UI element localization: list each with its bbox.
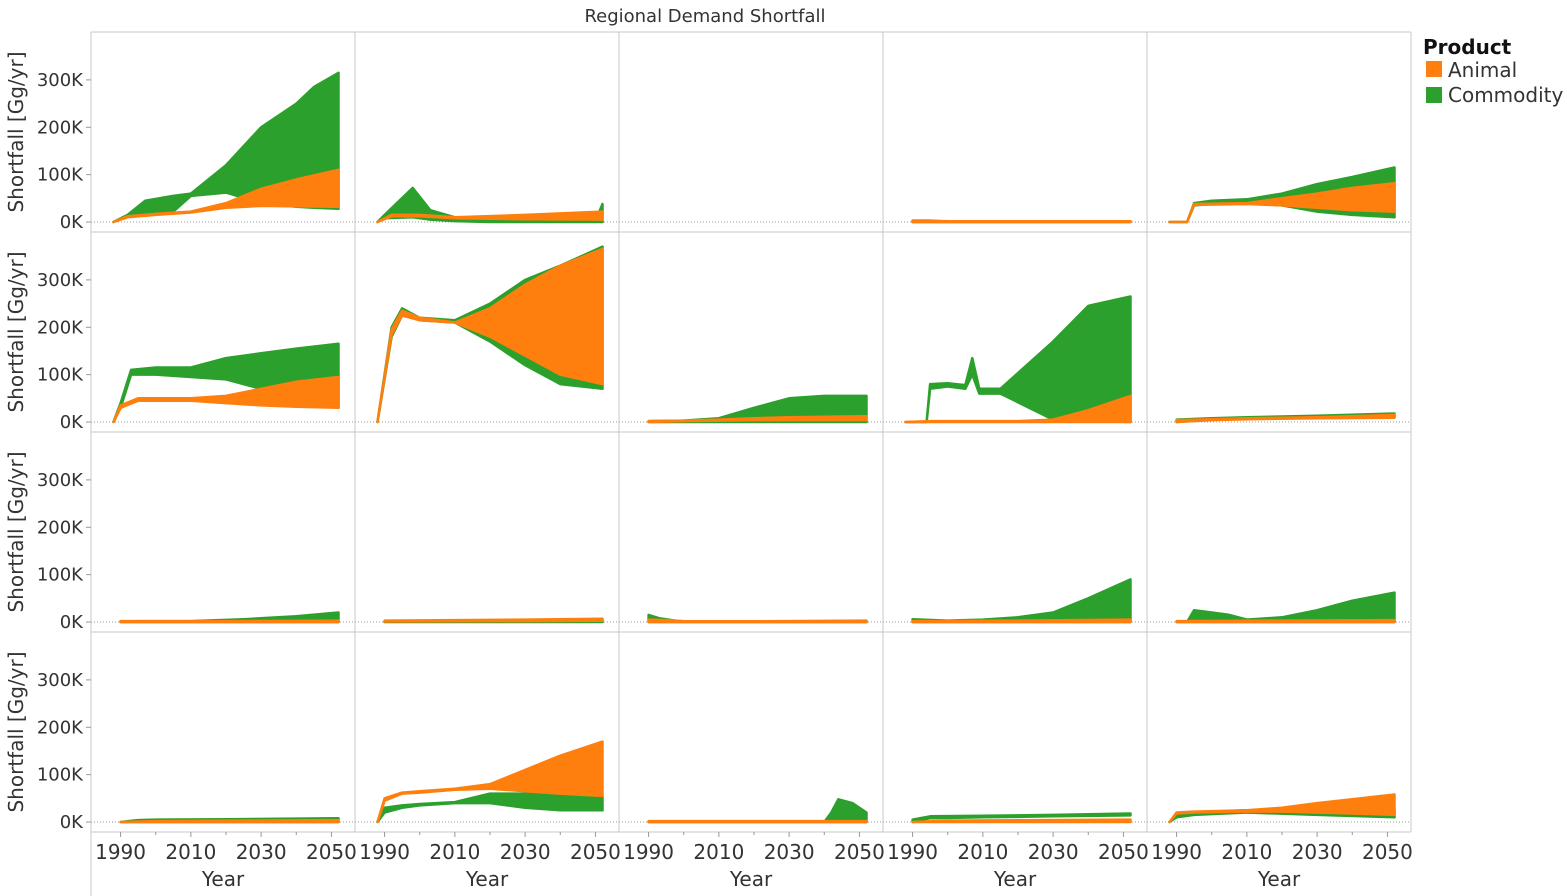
x-axis-label: Year: [729, 867, 773, 891]
panel-3-2: [355, 617, 619, 624]
animal-band: [904, 394, 1132, 424]
y-tick-label: 0K: [60, 412, 84, 433]
y-axis-label: Shortfall [Gg/yr]: [4, 651, 28, 812]
x-tick-label: 2030: [1028, 840, 1079, 864]
legend: Product Animal Commodity: [1423, 35, 1563, 107]
panel-2-5: [1147, 412, 1411, 424]
y-tick-label: 200K: [37, 717, 84, 738]
x-tick-label: 1990: [359, 840, 410, 864]
y-tick-label: 100K: [37, 765, 84, 786]
animal-band: [911, 818, 1132, 824]
panel-2-3: [619, 394, 883, 424]
animal-band: [1168, 181, 1396, 224]
x-axis-label: Year: [201, 867, 245, 891]
legend-label-animal: Animal: [1448, 58, 1517, 82]
x-tick-label: 2010: [1221, 840, 1272, 864]
commodity-band: [647, 798, 868, 824]
animal-band: [112, 168, 340, 224]
x-axis-label: Year: [1257, 867, 1301, 891]
x-tick-label: 2030: [500, 840, 551, 864]
x-tick-label: 1990: [95, 840, 146, 864]
chart-title: Regional Demand Shortfall: [584, 6, 825, 27]
panel-1-2: [355, 186, 619, 224]
animal-band: [376, 210, 604, 224]
x-tick-label: 1990: [1151, 840, 1202, 864]
animal-band: [647, 618, 868, 624]
panel-4-2: [355, 740, 619, 824]
commodity-band: [904, 295, 1132, 424]
y-tick-label: 300K: [37, 670, 84, 691]
y-tick-label: 100K: [37, 565, 84, 586]
legend-swatch-animal: [1426, 61, 1442, 77]
panel-4-5: [1147, 793, 1411, 824]
y-tick-label: 0K: [60, 812, 84, 833]
animal-band: [376, 247, 604, 424]
x-tick-label: 1990: [887, 840, 938, 864]
animal-band: [647, 415, 868, 424]
y-tick-label: 200K: [37, 517, 84, 538]
y-tick-label: 300K: [37, 270, 84, 291]
animal-band: [647, 819, 868, 824]
legend-swatch-commodity: [1426, 87, 1442, 103]
panel-4-3: [619, 798, 883, 824]
animal-band: [376, 740, 604, 824]
legend-label-commodity: Commodity: [1448, 83, 1563, 107]
axes-layer: 0K 100K 200K 300K Shortfall [Gg/yr] 0K 100K 200…: [4, 31, 1413, 896]
animal-band: [119, 619, 340, 624]
animal-band: [112, 375, 340, 424]
commodity-band: [376, 792, 604, 824]
y-tick-label: 100K: [37, 365, 84, 386]
y-tick-label: 100K: [37, 165, 84, 186]
x-tick-label: 1990: [623, 840, 674, 864]
y-axis-label: Shortfall [Gg/yr]: [4, 451, 28, 612]
animal-band: [1175, 413, 1396, 424]
panel-2-1: [91, 342, 355, 424]
animal-band: [383, 617, 604, 623]
x-tick-label: 2050: [834, 840, 885, 864]
y-tick-label: 300K: [37, 470, 84, 491]
animal-band: [911, 219, 1132, 224]
panel-1-1: [91, 71, 355, 224]
x-tick-label: 2010: [165, 840, 216, 864]
x-tick-label: 2010: [693, 840, 744, 864]
panels-layer: [91, 71, 1411, 824]
animal-band: [1175, 618, 1396, 624]
x-tick-label: 2010: [429, 840, 480, 864]
y-axis-label: Shortfall [Gg/yr]: [4, 51, 28, 212]
panel-3-4: [883, 578, 1147, 624]
commodity-band: [911, 578, 1132, 624]
y-tick-label: 0K: [60, 212, 84, 233]
panel-3-1: [91, 611, 355, 624]
panel-2-2: [355, 245, 619, 424]
x-axis-label: Year: [465, 867, 509, 891]
animal-band: [911, 618, 1132, 624]
panel-1-4: [883, 219, 1147, 224]
x-axis-label: Year: [993, 867, 1037, 891]
animal-band: [119, 818, 340, 824]
y-axis-label: Shortfall [Gg/yr]: [4, 251, 28, 412]
y-tick-label: 200K: [37, 117, 84, 138]
x-tick-label: 2050: [306, 840, 357, 864]
commodity-band: [911, 812, 1132, 824]
x-tick-label: 2050: [570, 840, 621, 864]
legend-title: Product: [1423, 35, 1512, 59]
panel-3-3: [619, 613, 883, 624]
x-tick-label: 2010: [957, 840, 1008, 864]
x-tick-label: 2030: [764, 840, 815, 864]
x-tick-label: 2050: [1098, 840, 1149, 864]
x-tick-label: 2030: [1292, 840, 1343, 864]
x-tick-label: 2050: [1362, 840, 1413, 864]
commodity-band: [1175, 591, 1396, 624]
animal-band: [1168, 793, 1396, 824]
panel-3-5: [1147, 591, 1411, 624]
x-tick-label: 2030: [236, 840, 287, 864]
panel-1-5: [1147, 166, 1411, 224]
panel-4-4: [883, 812, 1147, 824]
panel-4-1: [91, 816, 355, 824]
y-tick-label: 300K: [37, 70, 84, 91]
y-tick-label: 200K: [37, 317, 84, 338]
y-tick-label: 0K: [60, 612, 84, 633]
panel-2-4: [883, 295, 1147, 424]
